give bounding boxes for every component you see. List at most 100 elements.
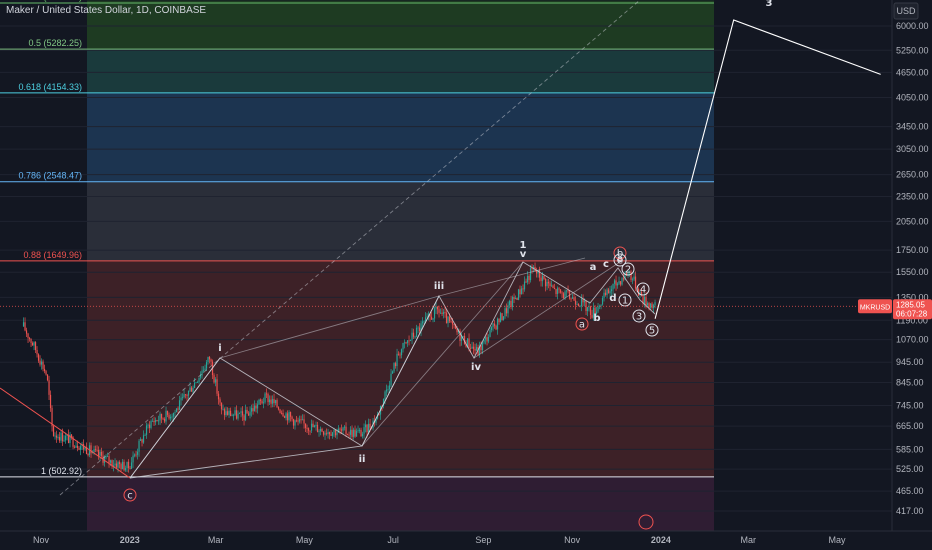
time-tick-8: Mar [740, 535, 756, 545]
candle-body-419 [651, 303, 653, 308]
time-tick-1: 2023 [120, 535, 140, 545]
wave-label-3: iii [434, 281, 444, 292]
candle-body-127 [213, 375, 215, 383]
candle-body-394 [613, 280, 616, 284]
circled-label-ring-1 [575, 317, 589, 331]
candle-body-76 [136, 451, 139, 455]
wave-channel-line-iv [473, 261, 621, 359]
candle-body-49 [96, 449, 98, 451]
candle-body-79 [141, 439, 143, 443]
candle-body-354 [553, 287, 556, 289]
candle-body-29 [66, 434, 68, 437]
wave-label-4: iv [471, 362, 481, 373]
candle-body-129 [216, 379, 218, 394]
candle-body-221 [354, 429, 356, 437]
candle-body-231 [369, 423, 371, 428]
candle-body-80 [142, 435, 145, 443]
candle-body-230 [367, 423, 370, 433]
candle-body-249 [396, 353, 398, 367]
candle-body-100 [172, 412, 175, 417]
candle-body-227 [363, 427, 365, 434]
candle-body-166 [271, 399, 274, 404]
candle-body-339 [531, 268, 533, 269]
candle-body-35 [75, 445, 77, 448]
candle-body-280 [442, 311, 445, 314]
candle-body-270 [427, 314, 430, 317]
fib-zone-purple [87, 476, 714, 531]
candle-body-96 [166, 410, 169, 415]
candle-body-173 [282, 412, 284, 417]
candle-body-89 [156, 420, 158, 421]
candle-body-108 [184, 394, 187, 396]
candle-body-120 [202, 369, 205, 371]
candle-body-151 [249, 411, 251, 416]
circled-label-ring-2 [613, 246, 627, 260]
candle-body-91 [159, 413, 161, 421]
event-marker-icon [638, 514, 654, 530]
current-price-value: 1285.05 [896, 300, 925, 309]
candle-body-11 [39, 360, 41, 365]
candle-body-213 [342, 427, 344, 431]
candle-body-170 [277, 407, 280, 410]
candle-body-186 [301, 419, 304, 421]
candle-body-389 [606, 289, 608, 295]
circled-label-5: 2 [625, 265, 631, 276]
candle-body-56 [106, 456, 109, 458]
candle-body-301 [474, 348, 476, 351]
candle-body-370 [577, 304, 580, 306]
candle-body-124 [208, 356, 211, 360]
candle-body-10 [37, 354, 40, 361]
candle-body-277 [438, 309, 440, 313]
candle-body-16 [46, 374, 49, 381]
candle-body-413 [642, 296, 644, 304]
candle-body-308 [484, 337, 487, 340]
candle-body-407 [633, 276, 635, 280]
candle-body-260 [412, 332, 415, 337]
candle-body-345 [540, 277, 542, 282]
candle-body-305 [480, 345, 482, 351]
candle-body-3 [27, 333, 29, 338]
candle-body-187 [303, 419, 305, 424]
candle-body-245 [390, 373, 392, 386]
wave-label-8: c [603, 259, 609, 270]
candle-body-405 [630, 271, 632, 280]
candle-body-148 [244, 409, 247, 421]
wave-label-1: i [218, 343, 221, 354]
circled-label-0: c [127, 491, 133, 502]
candle-body-378 [589, 306, 592, 316]
candle-body-390 [607, 289, 610, 294]
candle-body-52 [100, 452, 103, 456]
candle-body-350 [547, 281, 550, 284]
candle-body-174 [283, 416, 286, 418]
circled-label-ring-3 [613, 253, 627, 267]
candle-body-323 [507, 305, 509, 314]
candle-body-131 [219, 399, 221, 403]
candle-body-84 [148, 424, 151, 428]
time-tick-7: 2024 [651, 535, 671, 545]
candle-body-196 [316, 424, 319, 433]
candle-body-395 [615, 280, 617, 286]
candle-body-25 [60, 432, 62, 441]
candle-body-198 [319, 429, 322, 432]
candle-body-416 [646, 303, 649, 306]
candle-body-93 [162, 418, 164, 420]
candle-body-240 [382, 398, 385, 406]
candle-body-155 [255, 405, 257, 409]
candle-body-66 [121, 461, 124, 470]
candle-body-393 [612, 283, 614, 290]
price-tick-12: 1190.00 [896, 315, 928, 325]
candle-body-110 [187, 390, 190, 396]
candle-body-380 [592, 307, 595, 318]
time-axis[interactable]: Nov 2023 Mar May Jul Sep Nov 2024 Mar May [0, 530, 932, 550]
candle-body-203 [327, 432, 329, 434]
candle-body-136 [226, 411, 229, 415]
price-tick-5: 3050.00 [896, 144, 929, 154]
candle-body-244 [388, 385, 391, 390]
candle-body-82 [145, 425, 148, 435]
candle-body-32 [70, 434, 73, 438]
candle-body-200 [322, 431, 325, 435]
candle-body-414 [643, 296, 646, 304]
wave-label-10: e [617, 254, 624, 265]
